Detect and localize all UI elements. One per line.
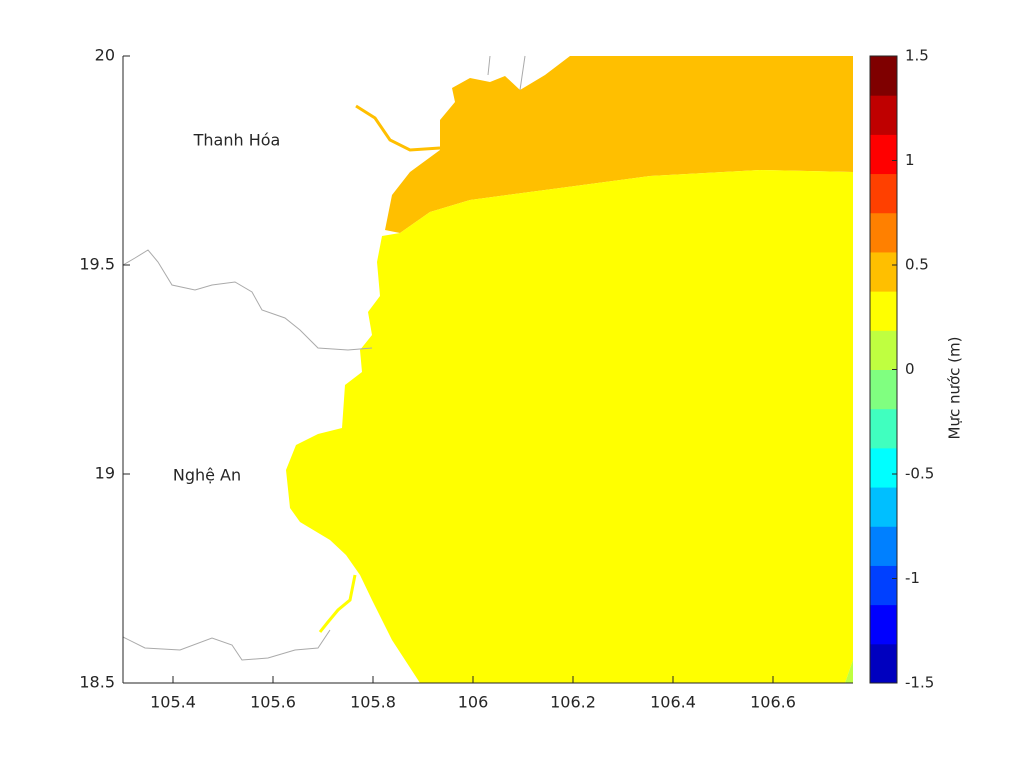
colorbar-level — [870, 565, 897, 606]
map-area — [122, 55, 853, 683]
annotation: Nghệ An — [173, 466, 241, 485]
x-tick-label: 105.8 — [350, 693, 396, 712]
water-level-high — [385, 56, 853, 233]
x-tick-label: 106.6 — [750, 693, 796, 712]
water-level-low — [845, 660, 853, 683]
x-tick-label: 106.2 — [550, 693, 596, 712]
colorbar-tick-label: 0.5 — [905, 256, 929, 274]
colorbar-level — [870, 487, 897, 527]
colorbar-tick-label: -0.5 — [905, 465, 934, 483]
annotation: Thanh Hóa — [193, 131, 281, 150]
colorbar-level — [870, 251, 897, 292]
water-level-mid — [286, 170, 853, 683]
colorbar-tick-label: 0 — [905, 360, 915, 378]
province-border-north — [122, 249, 373, 351]
province-border-south — [122, 629, 331, 661]
x-tick-label: 106.4 — [650, 693, 696, 712]
colorbar-tick-label: -1.5 — [905, 674, 934, 692]
colorbar-level — [870, 447, 897, 488]
colorbar-level — [870, 643, 897, 684]
colorbar-tick-label: 1 — [905, 151, 915, 169]
y-tick-label: 19 — [95, 464, 115, 483]
colorbar-level — [870, 173, 897, 214]
colorbar-level — [870, 408, 897, 449]
colorbar-level — [870, 604, 897, 645]
colorbar-tick-label: -1 — [905, 569, 920, 587]
colorbar-label: Mực nước (m) — [946, 337, 964, 440]
colorbar-level — [870, 134, 897, 175]
colorbar-level — [870, 369, 897, 410]
y-tick-label: 19.5 — [79, 255, 115, 274]
river — [355, 104, 441, 152]
y-tick-label: 18.5 — [79, 673, 115, 692]
colorbar-level — [870, 56, 897, 96]
river-south — [318, 574, 357, 633]
colorbar-level — [870, 526, 897, 566]
x-tick-label: 105.4 — [150, 693, 196, 712]
x-tick-label: 105.6 — [250, 693, 296, 712]
colorbar-level — [870, 95, 897, 135]
colorbar-level — [870, 212, 897, 253]
colorbar-level — [870, 330, 897, 370]
x-tick-label: 106 — [458, 693, 489, 712]
border-top — [487, 55, 526, 91]
y-tick-label: 20 — [95, 46, 115, 65]
colorbar-tick-label: 1.5 — [905, 47, 929, 65]
colorbar-level — [870, 291, 897, 331]
